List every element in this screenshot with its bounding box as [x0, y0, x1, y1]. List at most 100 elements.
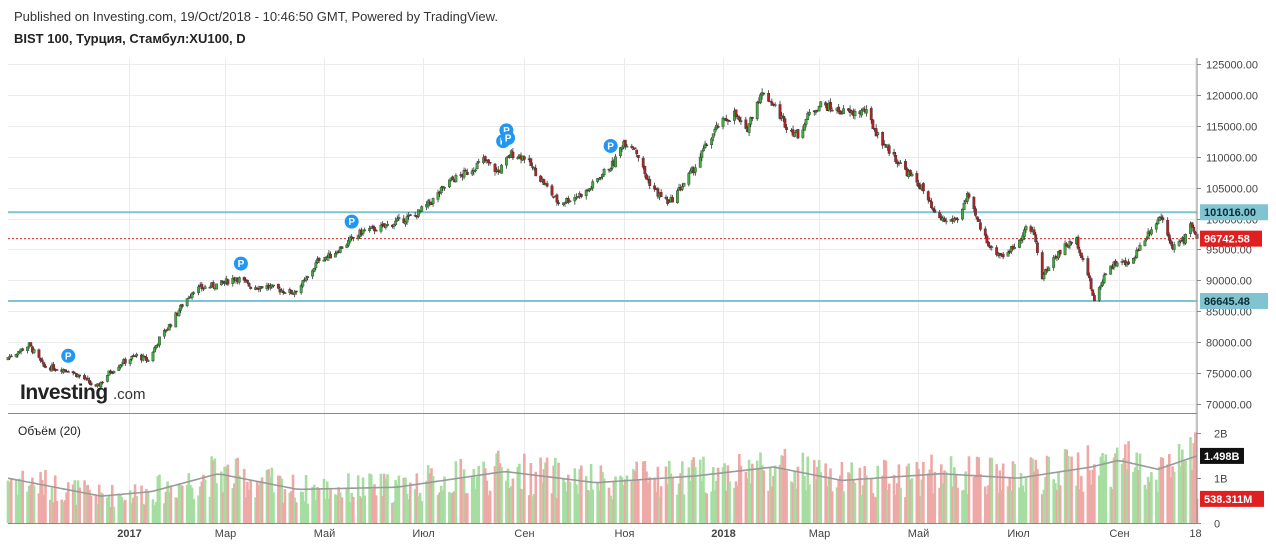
candle-down [869, 108, 873, 121]
volume-bar-up [602, 478, 606, 523]
support-resistance-lines [8, 211, 1197, 302]
volume-bar-up [687, 467, 691, 523]
volume-bar-down [211, 460, 215, 523]
volume-bar-down [643, 460, 647, 523]
candle-up [215, 283, 218, 290]
candle-up [682, 182, 686, 187]
candle-down [276, 283, 280, 289]
time-tick-label: Июл [412, 528, 434, 540]
volume-bar-up [1052, 479, 1055, 523]
candle-down [983, 228, 987, 236]
candle-down [21, 348, 25, 351]
volume-bar-down [918, 496, 922, 523]
candle-up [1099, 285, 1103, 288]
volume-bar-down [487, 495, 490, 523]
candle-up [505, 157, 508, 166]
candle-up [311, 270, 314, 277]
volume-bar-down [648, 477, 652, 523]
volume-bar-up [803, 476, 806, 523]
volume-bar-down [1076, 452, 1080, 523]
candle-up [591, 181, 595, 189]
candle-down [881, 131, 885, 146]
volume-bar-down [55, 500, 59, 523]
candle-up [755, 101, 759, 120]
candle-down [887, 145, 891, 154]
price-tick-label: 115000.00 [1206, 122, 1257, 134]
volume-bar-up [1154, 479, 1158, 523]
volume-bar-up [817, 460, 821, 523]
volume-bar-up [578, 469, 581, 523]
volume-bar-up [210, 456, 213, 523]
volume-bar-down [340, 497, 344, 523]
volume-bar-down [917, 468, 920, 523]
volume-bar-down [488, 490, 492, 523]
candle-down [987, 241, 990, 247]
volume-bar-up [907, 463, 911, 523]
candle-down [88, 380, 91, 384]
candle-down [555, 194, 559, 203]
volume-bar-down [1065, 449, 1068, 523]
candle-down [635, 149, 639, 155]
candle-up [759, 94, 762, 104]
volume-bar-down [1093, 464, 1096, 523]
volume-bar-up [1057, 471, 1060, 523]
volume-bar-down [145, 488, 148, 523]
price-tick-label: 90000.00 [1206, 276, 1252, 288]
volume-bar-up [6, 480, 10, 523]
volume-bar-up [482, 461, 485, 523]
volume-bar-down [249, 480, 252, 523]
volume-bar-up [1047, 457, 1051, 523]
candle-up [700, 150, 704, 158]
volume-bar-up [698, 459, 702, 523]
candle-up [1024, 226, 1028, 231]
candle-down [496, 169, 500, 173]
volume-bar-up [610, 499, 614, 523]
volume-bar-down [31, 477, 34, 523]
volume-bar-down [679, 473, 682, 523]
volume-bar-up [1156, 491, 1160, 523]
candle-down [169, 324, 173, 327]
volume-bar-down [97, 484, 101, 523]
volume-bar-down [967, 456, 971, 523]
volume-bar-up [861, 485, 865, 523]
candle-up [961, 208, 964, 220]
volume-bar-up [311, 486, 314, 523]
volume-bar-up [584, 476, 588, 523]
candle-up [721, 117, 725, 127]
volume-bar-up [773, 465, 777, 523]
volume-bar-up [1146, 476, 1150, 523]
volume-bar-down [612, 480, 616, 523]
candle-down [1079, 252, 1083, 258]
volume-bar-down [1036, 469, 1039, 523]
candle-down [78, 374, 82, 377]
volume-bar-down [53, 475, 57, 523]
candle-down [977, 219, 981, 222]
candle-down [791, 129, 795, 136]
candle-up [475, 162, 479, 170]
candle-up [614, 156, 617, 168]
candle-up [154, 344, 158, 348]
volume-bar-up [1067, 455, 1070, 523]
volume-bar-up [426, 465, 430, 523]
volume-bar-down [555, 498, 559, 523]
volume-bar-down [824, 463, 827, 523]
candle-down [894, 155, 898, 163]
p-marker-label: P [65, 351, 72, 362]
candle-up [1179, 240, 1183, 243]
candle-up [619, 147, 622, 156]
volume-bar-up [711, 467, 715, 523]
volume-bar-down [951, 486, 954, 523]
volume-bar-down [552, 465, 555, 523]
candle-up [876, 132, 880, 135]
volume-bar-up [614, 476, 617, 523]
volume-bar-up [500, 466, 503, 523]
candle-down [985, 235, 989, 244]
candle-down [671, 197, 674, 203]
candle-up [425, 204, 428, 208]
candle-up [728, 120, 731, 123]
volume-bar-up [413, 489, 417, 523]
p-marker: P [603, 138, 618, 153]
candle-up [441, 186, 445, 188]
volume-bar-down [586, 489, 590, 523]
